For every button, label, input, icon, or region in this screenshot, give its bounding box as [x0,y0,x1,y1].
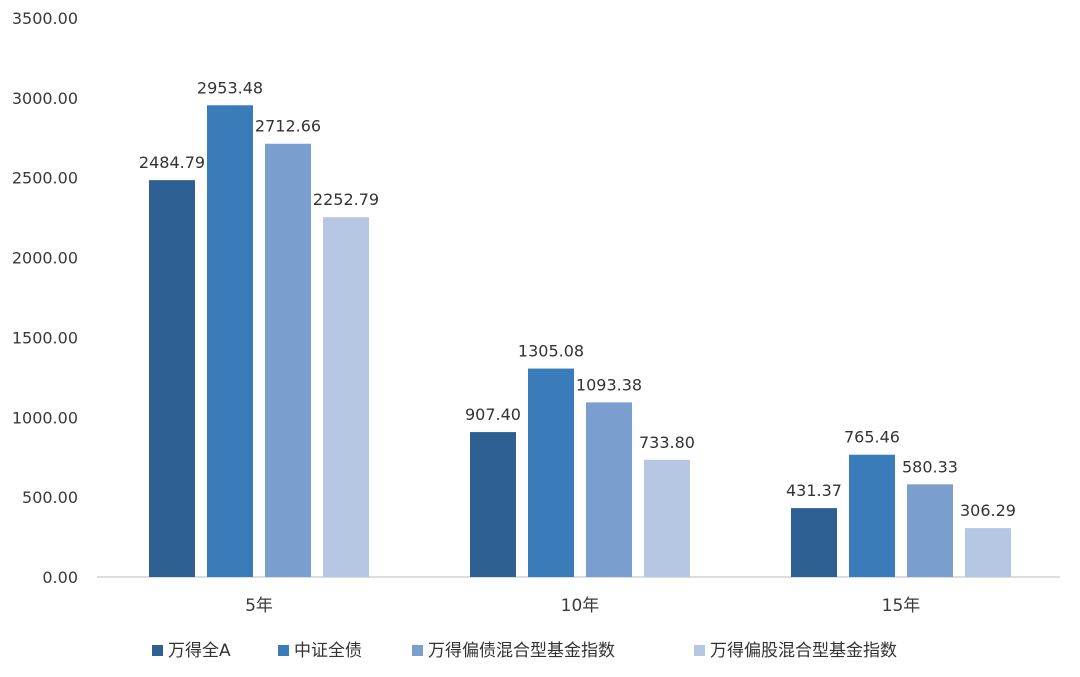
data-label: 2252.79 [313,190,379,209]
y-tick-label: 500.00 [22,488,78,507]
data-label: 2484.79 [139,153,205,172]
data-label: 907.40 [465,405,521,424]
data-label: 2953.48 [197,78,263,97]
bar-2-3 [849,454,895,577]
data-label: 2712.66 [255,117,321,136]
legend-label: 万得偏债混合型基金指数 [428,641,615,661]
bar-4-1 [323,217,369,577]
legend-swatch [278,645,289,656]
bar-3-3 [907,484,953,577]
x-category-label: 15年 [882,596,921,616]
y-tick-label: 3500.00 [12,9,78,28]
legend-swatch [412,645,423,656]
y-tick-label: 1000.00 [12,408,78,427]
bar-1-2 [470,432,516,577]
y-tick-label: 2000.00 [12,249,78,268]
y-tick-label: 1500.00 [12,328,78,347]
legend-swatch [152,645,163,656]
legend-label: 万得全A [168,641,231,661]
data-label: 431.37 [786,481,842,500]
bar-4-3 [965,528,1011,577]
data-label: 733.80 [639,433,695,452]
bar-4-2 [644,459,690,577]
legend-label: 万得偏股混合型基金指数 [710,641,897,661]
bar-2-2 [528,368,574,577]
y-tick-label: 0.00 [42,568,78,587]
x-category-label: 5年 [245,596,273,616]
y-tick-label: 3000.00 [12,89,78,108]
data-label: 765.46 [844,428,900,447]
data-label: 1093.38 [576,375,642,394]
bar-3-2 [586,402,632,577]
data-label: 580.33 [902,457,958,476]
data-label: 306.29 [960,501,1016,520]
bar-3-1 [265,143,311,577]
y-tick-label: 2500.00 [12,169,78,188]
x-category-label: 10年 [561,596,600,616]
data-label: 1305.08 [518,342,584,361]
legend-label: 中证全债 [294,641,362,661]
legend-swatch [694,645,705,656]
bar-1-1 [149,180,195,577]
bar-1-3 [791,508,837,577]
bar-2-1 [207,105,253,577]
